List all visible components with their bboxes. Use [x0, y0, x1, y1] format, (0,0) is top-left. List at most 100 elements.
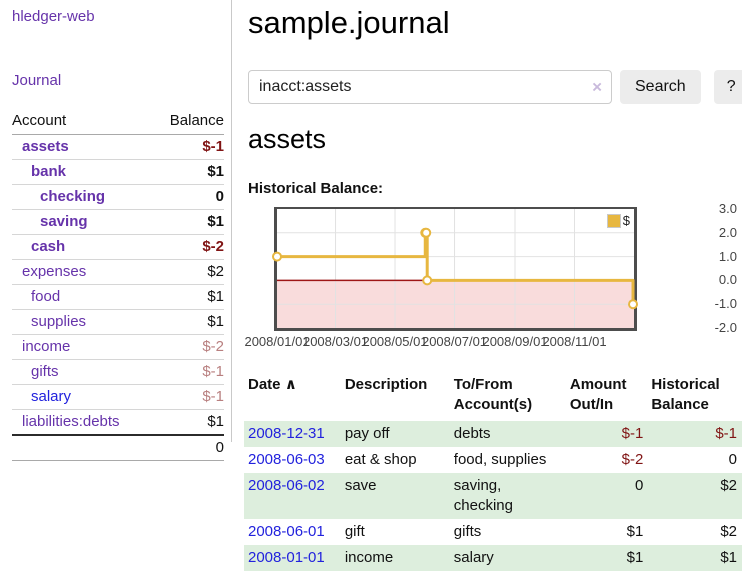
- search-form: × Search ?: [248, 70, 742, 104]
- sidebar-account-link[interactable]: saving: [40, 213, 88, 230]
- transaction-accounts: saving, checking: [453, 477, 513, 514]
- register-row: 2008-01-01 income salary $1 $1: [244, 545, 742, 571]
- transaction-description: save: [344, 477, 377, 494]
- account-balance: $2: [207, 263, 224, 280]
- account-page-title: assets: [248, 124, 327, 154]
- transaction-accounts: debts: [453, 425, 491, 442]
- main-content: sample.journal × Search ? assets Histori…: [244, 0, 742, 571]
- x-tick-label: 2008/05/01: [362, 334, 428, 349]
- account-row: checking 0: [12, 184, 224, 210]
- y-tick-label: 2.0: [718, 224, 737, 240]
- transaction-amount: $-1: [621, 425, 644, 442]
- sidebar-account-link[interactable]: expenses: [22, 263, 87, 280]
- accounts-header-balance: Balance: [152, 110, 224, 135]
- accounts-total-row: 0: [12, 435, 224, 461]
- transaction-description: pay off: [344, 425, 390, 442]
- sidebar-account-link[interactable]: salary: [31, 388, 72, 405]
- transaction-date-link[interactable]: 2008-06-01: [248, 523, 325, 540]
- chart-canvas: [272, 209, 639, 328]
- register-header-amount: Amount Out/In: [569, 376, 627, 413]
- account-row: salary $-1: [12, 384, 224, 410]
- y-tick-label: -1.0: [714, 296, 737, 312]
- sidebar-account-link[interactable]: supplies: [31, 313, 87, 330]
- clear-search-icon[interactable]: ×: [592, 77, 602, 97]
- account-row: supplies $1: [12, 309, 224, 335]
- y-tick-label: -2.0: [714, 320, 737, 335]
- transaction-balance: $-1: [715, 425, 737, 442]
- register-row: 2008-06-03 eat & shop food, supplies $-2…: [244, 447, 742, 473]
- sidebar-account-link[interactable]: assets: [22, 138, 69, 155]
- search-box: ×: [248, 70, 612, 104]
- account-row: food $1: [12, 284, 224, 310]
- transaction-date-link[interactable]: 2008-01-01: [248, 549, 325, 566]
- sidebar-account-link[interactable]: income: [22, 338, 71, 355]
- accounts-header-account: Account: [12, 110, 153, 135]
- account-row: income $-2: [12, 334, 224, 360]
- x-tick-label: 2008/09/01: [482, 334, 548, 349]
- x-tick-label: 2008/01/01: [244, 334, 310, 349]
- transaction-accounts: food, supplies: [453, 451, 547, 468]
- account-balance: $-2: [202, 338, 224, 355]
- register-row: 2008-12-31 pay off debts $-1 $-1: [244, 421, 742, 447]
- chart-plot-area: $: [272, 207, 639, 331]
- y-tick-label: 1.0: [718, 248, 737, 264]
- transaction-amount: $-2: [621, 451, 644, 468]
- x-tick-label: 2008/07/01: [421, 334, 488, 349]
- account-row: expenses $2: [12, 259, 224, 285]
- transaction-date-link[interactable]: 2008-06-03: [248, 451, 325, 468]
- legend-label: $: [622, 213, 630, 228]
- account-balance: $1: [207, 288, 224, 305]
- transaction-balance: $1: [720, 549, 737, 566]
- sidebar-item-journal[interactable]: Journal: [12, 72, 62, 89]
- transaction-amount: $1: [626, 549, 644, 566]
- transaction-description: income: [344, 549, 394, 566]
- account-balance: $-1: [202, 363, 224, 380]
- sidebar: hledger-web Journal Account Balance asse…: [0, 0, 232, 461]
- search-input[interactable]: [248, 70, 612, 104]
- help-button[interactable]: ?: [713, 70, 742, 104]
- chart-legend: $: [606, 213, 630, 228]
- transaction-date-link[interactable]: 2008-06-02: [248, 477, 325, 494]
- register-header-accounts: To/From Account(s): [453, 376, 533, 413]
- sidebar-account-link[interactable]: food: [31, 288, 61, 305]
- accounts-header-row: Account Balance: [12, 110, 224, 135]
- register-header-date[interactable]: Date ∧: [248, 376, 297, 393]
- transaction-balance: 0: [728, 451, 737, 468]
- account-balance: $1: [207, 313, 224, 330]
- account-row: saving $1: [12, 209, 224, 235]
- register-table: Date ∧ Description To/From Account(s) Am…: [244, 372, 742, 571]
- account-balance: $-1: [202, 388, 224, 405]
- transaction-date-link[interactable]: 2008-12-31: [248, 425, 325, 442]
- register-row: 2008-06-02 save saving, checking 0 $2: [244, 473, 742, 519]
- register-header-row: Date ∧ Description To/From Account(s) Am…: [244, 372, 742, 421]
- y-tick-label: 0.0: [718, 272, 737, 288]
- account-row: bank $1: [12, 159, 224, 185]
- account-row: cash $-2: [12, 234, 224, 260]
- transaction-amount: 0: [635, 477, 644, 494]
- account-balance: $1: [207, 163, 224, 180]
- account-balance: 0: [215, 188, 224, 205]
- sidebar-account-link[interactable]: bank: [31, 163, 67, 180]
- sidebar-account-link[interactable]: gifts: [31, 363, 59, 380]
- transaction-amount: $1: [626, 523, 644, 540]
- accounts-total-value: 0: [215, 439, 224, 456]
- page-title: sample.journal: [248, 5, 450, 40]
- x-tick-label: 2008/11/01: [542, 334, 607, 349]
- sidebar-account-link[interactable]: checking: [40, 188, 106, 205]
- account-balance: $-1: [202, 138, 224, 155]
- series-swatch-icon: [606, 213, 621, 228]
- transaction-description: gift: [344, 523, 365, 540]
- transaction-balance: $2: [720, 523, 737, 540]
- account-balance: $-2: [202, 238, 224, 255]
- account-balance: $1: [207, 213, 224, 230]
- historical-balance-chart: 3.0 2.0 1.0 0.0 -1.0 -2.0 $ 2008/01/01 2008/03…: [244, 201, 737, 351]
- sort-ascending-icon: ∧: [284, 376, 297, 393]
- search-button[interactable]: Search: [620, 70, 701, 104]
- transaction-accounts: salary: [453, 549, 494, 566]
- chart-title: Historical Balance:: [248, 180, 384, 197]
- app-title-link[interactable]: hledger-web: [12, 8, 95, 25]
- accounts-table: Account Balance assets $-1 bank $1 check…: [12, 110, 224, 461]
- account-row: assets $-1: [12, 135, 224, 160]
- sidebar-account-link[interactable]: liabilities:debts: [22, 413, 120, 430]
- sidebar-account-link[interactable]: cash: [31, 238, 66, 255]
